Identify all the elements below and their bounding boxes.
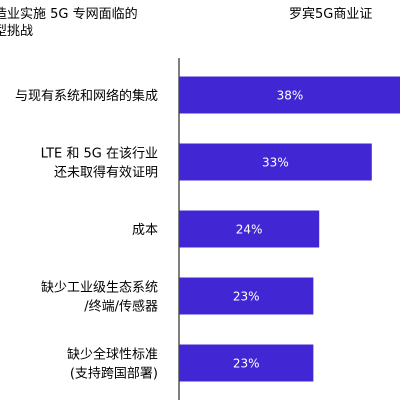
bar [179,210,320,248]
bar [179,76,400,114]
category-label-line: /终端/传感器 [84,299,158,315]
category-label: 与现有系统和网络的集成 [15,88,158,104]
category-label: 成本 [132,223,158,238]
chart-title-left: 造业实施 5G 专网面临的 型挑战 [0,7,138,39]
category-label-line: 还未取得有效证明 [54,165,158,181]
bar [179,143,372,181]
category-label: LTE 和 5G 在该行业还未取得有效证明 [41,147,158,181]
bar [179,344,314,382]
bar-value-label: 23% [233,290,260,304]
bar-value-label: 24% [236,223,263,237]
category-label: 缺少工业级生态系统/终端/传感器 [41,281,158,315]
category-label-line: 与现有系统和网络的集成 [15,88,158,104]
category-label-line: 成本 [132,223,158,238]
category-label-line: LTE 和 5G 在该行业 [41,147,158,162]
category-label-line: 缺少全球性标准 [67,347,158,363]
bar-value-label: 23% [233,357,260,371]
chart-title-right: 罗宾5G商业证 [289,7,373,22]
category-label-line: 缺少工业级生态系统 [41,281,158,296]
bar-value-label: 38% [277,89,304,103]
category-label: 缺少全球性标准 (支持跨国部署) [67,347,158,382]
bar-value-label: 33% [262,156,289,170]
bar [179,277,314,315]
category-label-line: (支持跨国部署) [70,367,158,382]
